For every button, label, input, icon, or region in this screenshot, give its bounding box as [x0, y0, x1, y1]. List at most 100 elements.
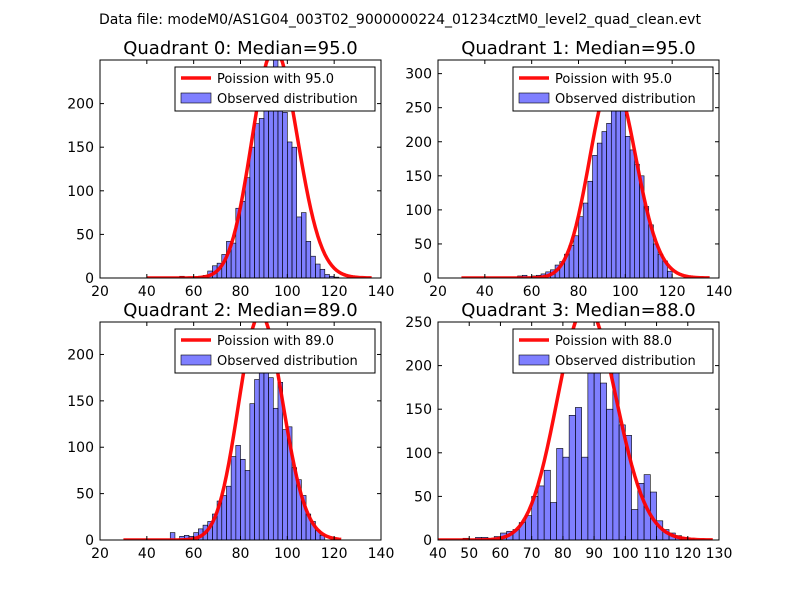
histogram-bar	[537, 485, 545, 540]
histogram-bar	[582, 202, 589, 278]
histogram-bar	[625, 136, 631, 278]
y-tick-label: 50	[76, 487, 94, 503]
y-tick-label: 150	[405, 402, 432, 418]
histogram-bar	[305, 241, 312, 278]
histogram-bar	[631, 509, 639, 540]
histogram-bar	[620, 102, 626, 278]
histogram-bar	[587, 180, 593, 278]
legend-label: Observed distribution	[555, 92, 696, 107]
x-tick-label: 60	[185, 284, 203, 300]
histogram-bar	[667, 270, 673, 278]
histogram-bar	[573, 235, 579, 278]
y-tick-label: 150	[67, 140, 94, 156]
x-tick-label: 60	[185, 546, 203, 562]
x-tick-label: 20	[429, 284, 447, 300]
chart-title: Quadrant 3: Median=88.0	[461, 300, 696, 321]
legend-label: Poission with 88.0	[555, 334, 672, 349]
histogram-bar	[610, 103, 617, 278]
chart-panel-1: 20 40 60 80 100 120 140 0 50 100 150 200 250 300 Quadr…	[405, 38, 732, 300]
y-tick-label: 0	[423, 271, 432, 287]
x-tick-label: 100	[612, 284, 639, 300]
x-tick-label: 80	[232, 284, 250, 300]
histogram-bar	[543, 469, 551, 540]
histogram-bar	[606, 123, 612, 278]
x-tick-label: 20	[91, 284, 109, 300]
x-tick-label: 80	[554, 546, 572, 562]
legend-label: Observed distribution	[217, 354, 358, 369]
y-tick-label: 300	[405, 67, 432, 83]
legend-patch-swatch	[518, 354, 550, 366]
histogram-bar	[634, 163, 640, 278]
histogram-bar	[581, 456, 589, 540]
histogram-bar	[258, 347, 265, 540]
x-tick-label: 90	[585, 546, 603, 562]
histogram-bar	[169, 532, 176, 540]
histogram-bar	[244, 470, 251, 540]
x-tick-label: 120	[674, 546, 701, 562]
histogram-bar	[319, 268, 326, 278]
x-tick-label: 40	[138, 284, 156, 300]
chart-panel-2: 20 40 60 80 100 120 140 0 50 100 150 200 Quadrant 2:…	[67, 300, 394, 562]
y-tick-label: 50	[76, 227, 94, 243]
x-tick-label: 100	[274, 284, 301, 300]
y-tick-label: 250	[405, 315, 432, 331]
histogram-bar	[254, 379, 260, 540]
legend-label: Observed distribution	[217, 92, 358, 107]
y-tick-label: 150	[67, 394, 94, 410]
y-tick-label: 200	[67, 347, 94, 363]
x-tick-label: 100	[274, 546, 301, 562]
figure-title: Data file: modeM0/AS1G04_003T02_90000002…	[99, 12, 701, 28]
legend-label: Poission with 89.0	[217, 334, 334, 349]
x-tick-label: 140	[368, 284, 395, 300]
x-tick-label: 120	[321, 546, 348, 562]
histogram-bar	[596, 142, 603, 278]
poisson-curve	[123, 322, 342, 540]
y-tick-label: 0	[423, 533, 432, 549]
histogram-bar	[226, 485, 232, 540]
histogram-bar	[291, 146, 297, 278]
y-tick-label: 200	[405, 135, 432, 151]
histogram-bar	[230, 456, 237, 540]
poisson-curve	[461, 76, 710, 278]
x-tick-label: 130	[706, 546, 733, 562]
x-tick-label: 110	[643, 546, 670, 562]
y-tick-label: 100	[405, 446, 432, 462]
y-tick-label: 50	[414, 489, 432, 505]
histogram-bar	[249, 146, 255, 278]
legend-label: Observed distribution	[555, 354, 696, 369]
x-tick-label: 100	[612, 546, 639, 562]
histogram-bar	[324, 274, 330, 278]
legend-label: Poission with 95.0	[217, 72, 334, 87]
histogram-bar	[562, 456, 570, 540]
y-tick-label: 0	[85, 533, 94, 549]
x-tick-label: 20	[91, 546, 109, 562]
histogram-bar	[268, 377, 274, 540]
legend: Poission with 95.0 Observed distribution	[512, 66, 714, 112]
axes-frame	[437, 321, 720, 541]
histogram-bar	[244, 177, 251, 278]
y-tick-label: 100	[405, 203, 432, 219]
x-tick-label: 40	[429, 546, 447, 562]
legend-label: Poission with 95.0	[555, 72, 672, 87]
histogram-bar	[249, 403, 255, 540]
y-tick-label: 250	[405, 101, 432, 117]
histogram-bar	[556, 448, 564, 540]
histogram-bar	[593, 352, 601, 540]
histogram-bar	[258, 118, 265, 278]
histogram-bar	[629, 149, 635, 278]
histogram-bar	[230, 242, 237, 278]
legend-patch-swatch	[518, 92, 550, 104]
y-tick-label: 100	[67, 184, 94, 200]
y-tick-label: 150	[405, 169, 432, 185]
legend-frame	[512, 66, 714, 112]
histogram-bar	[282, 429, 288, 540]
histogram-bar	[282, 112, 288, 278]
histogram-bar	[301, 212, 307, 278]
histogram-bar	[310, 255, 316, 278]
histogram-bar	[601, 131, 607, 278]
legend-frame	[174, 328, 376, 374]
chart-title: Quadrant 2: Median=89.0	[123, 300, 358, 321]
x-tick-label: 120	[321, 284, 348, 300]
x-tick-label: 140	[706, 284, 733, 300]
histogram-bar	[272, 407, 279, 540]
